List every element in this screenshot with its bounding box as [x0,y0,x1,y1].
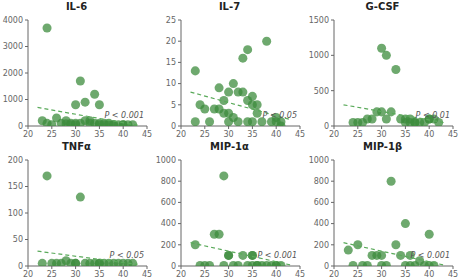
svg-text:1000: 1000 [156,156,176,165]
svg-text:40: 40 [424,270,434,279]
svg-text:4000: 4000 [3,16,23,25]
svg-text:45: 45 [295,130,305,139]
svg-text:25: 25 [200,130,210,139]
svg-text:0: 0 [324,262,329,271]
svg-text:200: 200 [8,156,23,165]
svg-text:2000: 2000 [3,69,23,78]
svg-text:25: 25 [47,270,57,279]
svg-text:600: 600 [314,198,329,207]
svg-text:35: 35 [400,270,410,279]
svg-text:20: 20 [176,270,186,279]
svg-text:500: 500 [314,87,329,96]
html-text:P < 0.001: P < 0.001 [104,111,144,120]
svg-text:25: 25 [200,270,210,279]
svg-text:800: 800 [161,177,176,186]
svg-text:150: 150 [8,182,23,191]
svg-text:30: 30 [71,270,81,279]
svg-text:0: 0 [171,122,176,131]
html-text:P < 0.01: P < 0.01 [415,111,450,120]
svg-text:30: 30 [377,270,387,279]
svg-text:35: 35 [94,130,104,139]
svg-text:30: 30 [71,130,81,139]
svg-text:30: 30 [224,130,234,139]
svg-text:25: 25 [166,16,176,25]
svg-text:1000: 1000 [309,156,329,165]
svg-text:25: 25 [47,130,57,139]
svg-text:20: 20 [329,270,339,279]
svg-text:1000: 1000 [309,51,329,60]
svg-text:45: 45 [295,270,305,279]
svg-text:20: 20 [23,130,33,139]
svg-text:40: 40 [271,130,281,139]
html-text:P < 0.05: P < 0.05 [109,251,144,260]
svg-text:40: 40 [424,130,434,139]
svg-text:1000: 1000 [3,95,23,104]
svg-text:45: 45 [142,130,152,139]
html-text:MIP-1α: MIP-1α [210,141,249,152]
svg-text:200: 200 [314,241,329,250]
html-text:IL-6: IL-6 [65,1,88,12]
html-text:G-CSF: G-CSF [365,1,400,12]
svg-text:100: 100 [8,209,23,218]
svg-text:0: 0 [324,122,329,131]
svg-text:20: 20 [23,270,33,279]
svg-text:0: 0 [171,262,176,271]
svg-text:20: 20 [329,130,339,139]
svg-text:40: 40 [271,270,281,279]
svg-text:3000: 3000 [3,42,23,51]
html-text:IL-7: IL-7 [218,1,241,12]
svg-text:20: 20 [166,37,176,46]
svg-text:40: 40 [118,130,128,139]
html-text:P < 0.001: P < 0.001 [410,251,450,260]
html-text:MIP-1β: MIP-1β [363,141,402,152]
html-text:P < 0.001: P < 0.001 [257,251,297,260]
svg-text:35: 35 [400,130,410,139]
html-text:P < 0.05: P < 0.05 [262,111,297,120]
svg-text:35: 35 [247,270,257,279]
svg-text:20: 20 [176,130,186,139]
svg-text:800: 800 [314,177,329,186]
svg-text:30: 30 [377,130,387,139]
svg-text:200: 200 [161,241,176,250]
svg-text:10: 10 [166,79,176,88]
svg-text:45: 45 [142,270,152,279]
svg-text:0: 0 [18,122,23,131]
svg-text:15: 15 [166,58,176,67]
svg-text:35: 35 [94,270,104,279]
html-text:TNFα: TNFα [62,141,91,152]
svg-text:45: 45 [448,270,458,279]
svg-text:50: 50 [13,235,23,244]
svg-text:45: 45 [448,130,458,139]
svg-text:35: 35 [247,130,257,139]
svg-text:1500: 1500 [309,16,329,25]
svg-text:0: 0 [18,262,23,271]
svg-text:40: 40 [118,270,128,279]
svg-text:400: 400 [314,219,329,228]
svg-text:400: 400 [161,219,176,228]
svg-text:25: 25 [353,130,363,139]
svg-text:5: 5 [171,101,176,110]
svg-text:25: 25 [353,270,363,279]
svg-text:30: 30 [224,270,234,279]
svg-text:600: 600 [161,198,176,207]
